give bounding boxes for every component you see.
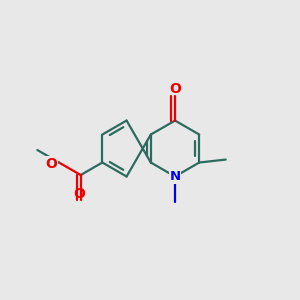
Text: O: O [46, 157, 58, 171]
Text: N: N [169, 170, 181, 183]
Text: O: O [73, 187, 85, 201]
Text: O: O [170, 82, 182, 96]
